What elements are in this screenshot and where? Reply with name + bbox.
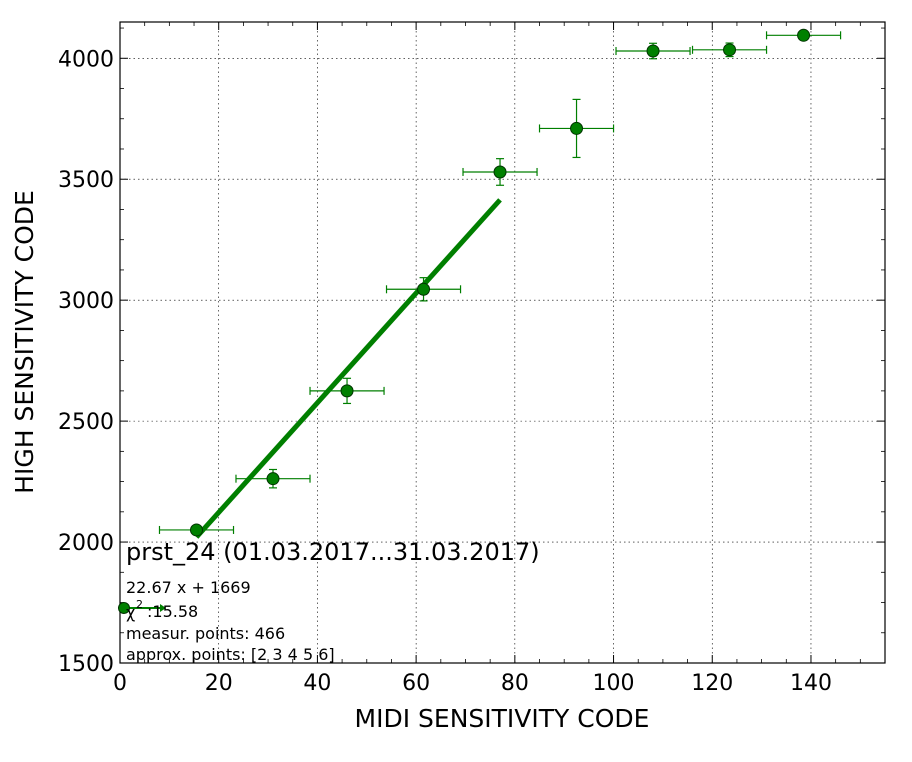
plot-frame — [119, 21, 886, 664]
y-tick-label: 3000 — [58, 289, 114, 314]
annotation-title: prst_24 (01.03.2017...31.03.2017) — [126, 538, 540, 566]
data-point-group — [235, 468, 311, 489]
data-point — [646, 44, 660, 58]
data-point — [190, 523, 203, 537]
ticks — [119, 22, 886, 664]
data-point — [266, 472, 280, 486]
x-tick-label: 20 — [205, 671, 233, 696]
legend-marker — [118, 602, 166, 614]
y-tick-label: 2000 — [58, 531, 114, 556]
data-point — [340, 384, 354, 398]
x-tick-label: 100 — [593, 671, 635, 696]
x-tick-label: 60 — [402, 671, 430, 696]
fit-line — [194, 198, 502, 539]
x-tick-label: 80 — [501, 671, 529, 696]
legend-arrow-icon — [160, 604, 166, 612]
data-point-group — [462, 158, 538, 186]
data-point-group — [691, 42, 768, 58]
chi2-value: :15.58 — [147, 602, 198, 621]
x-tick-label: 40 — [303, 671, 331, 696]
data-point-group — [538, 98, 615, 159]
y-tick-label: 2500 — [58, 410, 114, 435]
y-axis-label: HIGH SENSITIVITY CODE — [10, 190, 39, 494]
data-point-group — [158, 523, 235, 537]
x-axis-label: MIDI SENSITIVITY CODE — [355, 704, 650, 733]
legend-point — [118, 602, 130, 614]
x-tick-label: 140 — [790, 671, 832, 696]
data-layer — [158, 28, 842, 537]
data-point-group — [309, 377, 385, 405]
measur-points: measur. points: 466 — [126, 624, 285, 643]
annotation-box: prst_24 (01.03.2017...31.03.2017) 22.67 … — [118, 538, 540, 664]
chi2-superscript: 2 — [136, 598, 143, 611]
approx-points: approx. points: [2 3 4 5 6] — [126, 645, 335, 664]
fit-layer — [194, 198, 502, 539]
data-point — [797, 28, 811, 42]
y-tick-label: 4000 — [58, 47, 114, 72]
data-point — [570, 121, 584, 135]
y-tick-label: 1500 — [58, 652, 114, 677]
data-point — [723, 43, 737, 57]
tick-labels: 0 20 40 60 80 100 120 140 1500 2000 2500 3000 3500 40… — [58, 47, 832, 696]
x-tick-label: 0 — [113, 671, 127, 696]
data-point-group — [385, 277, 462, 302]
x-tick-label: 120 — [691, 671, 733, 696]
data-point-group — [765, 28, 842, 42]
data-point — [417, 282, 431, 296]
y-tick-label: 3500 — [58, 168, 114, 193]
fit-equation: 22.67 x + 1669 — [126, 578, 251, 597]
chi2-symbol: χ — [126, 603, 135, 622]
data-point — [493, 165, 507, 179]
data-point-group — [615, 42, 691, 60]
